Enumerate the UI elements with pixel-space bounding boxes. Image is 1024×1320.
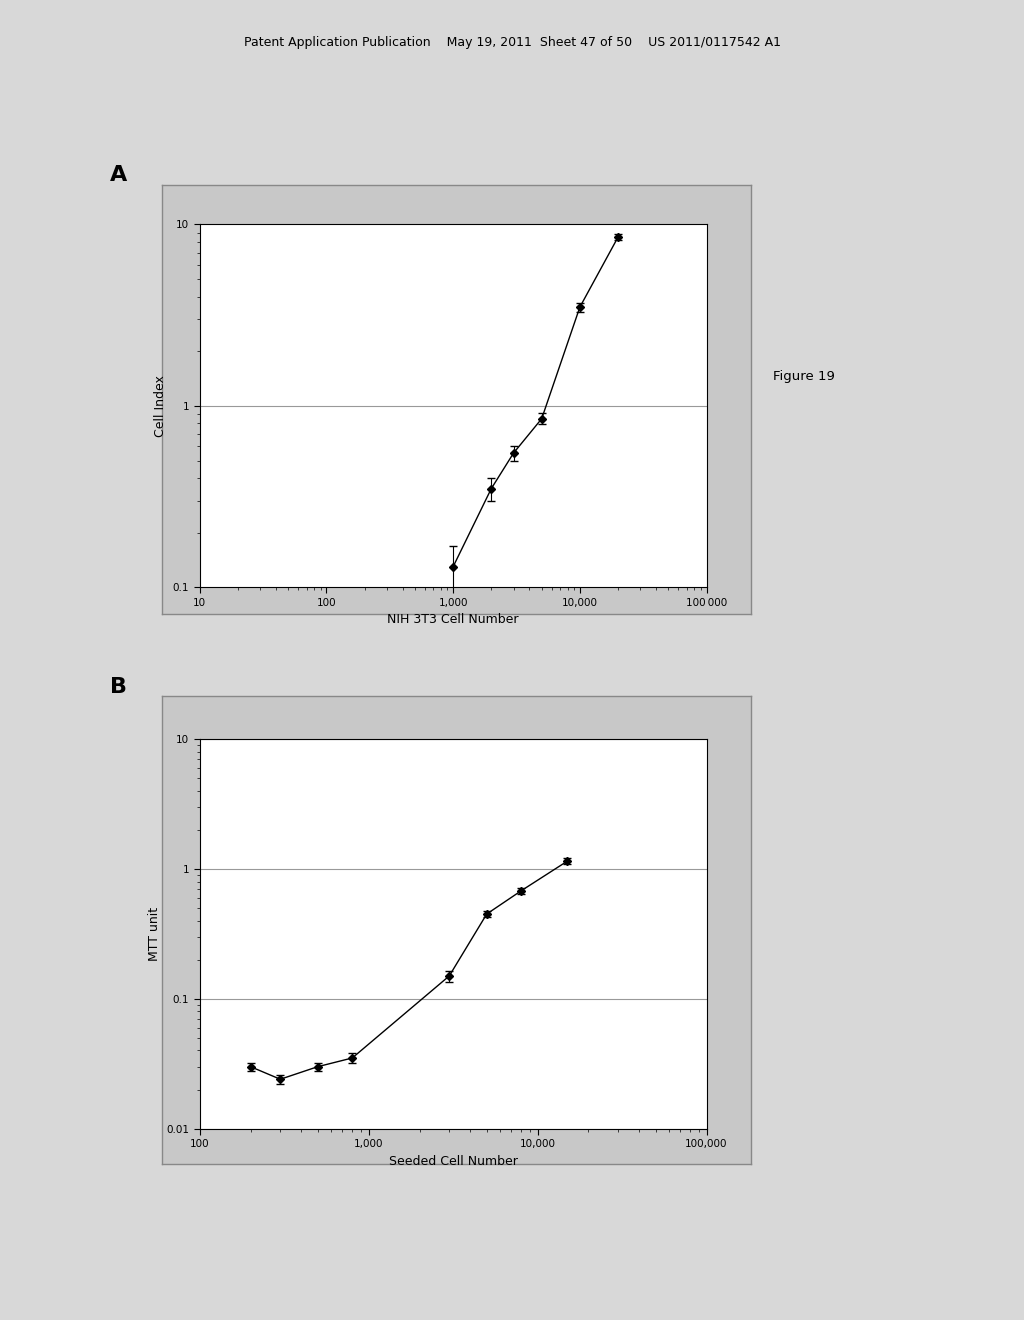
Text: A: A — [110, 165, 127, 185]
X-axis label: NIH 3T3 Cell Number: NIH 3T3 Cell Number — [387, 614, 519, 627]
Y-axis label: MTT unit: MTT unit — [147, 907, 161, 961]
Y-axis label: Cell Index: Cell Index — [155, 375, 167, 437]
Text: Patent Application Publication    May 19, 2011  Sheet 47 of 50    US 2011/011754: Patent Application Publication May 19, 2… — [244, 36, 780, 49]
Text: B: B — [110, 677, 127, 697]
Text: Figure 19: Figure 19 — [773, 370, 835, 383]
X-axis label: Seeded Cell Number: Seeded Cell Number — [389, 1155, 517, 1168]
